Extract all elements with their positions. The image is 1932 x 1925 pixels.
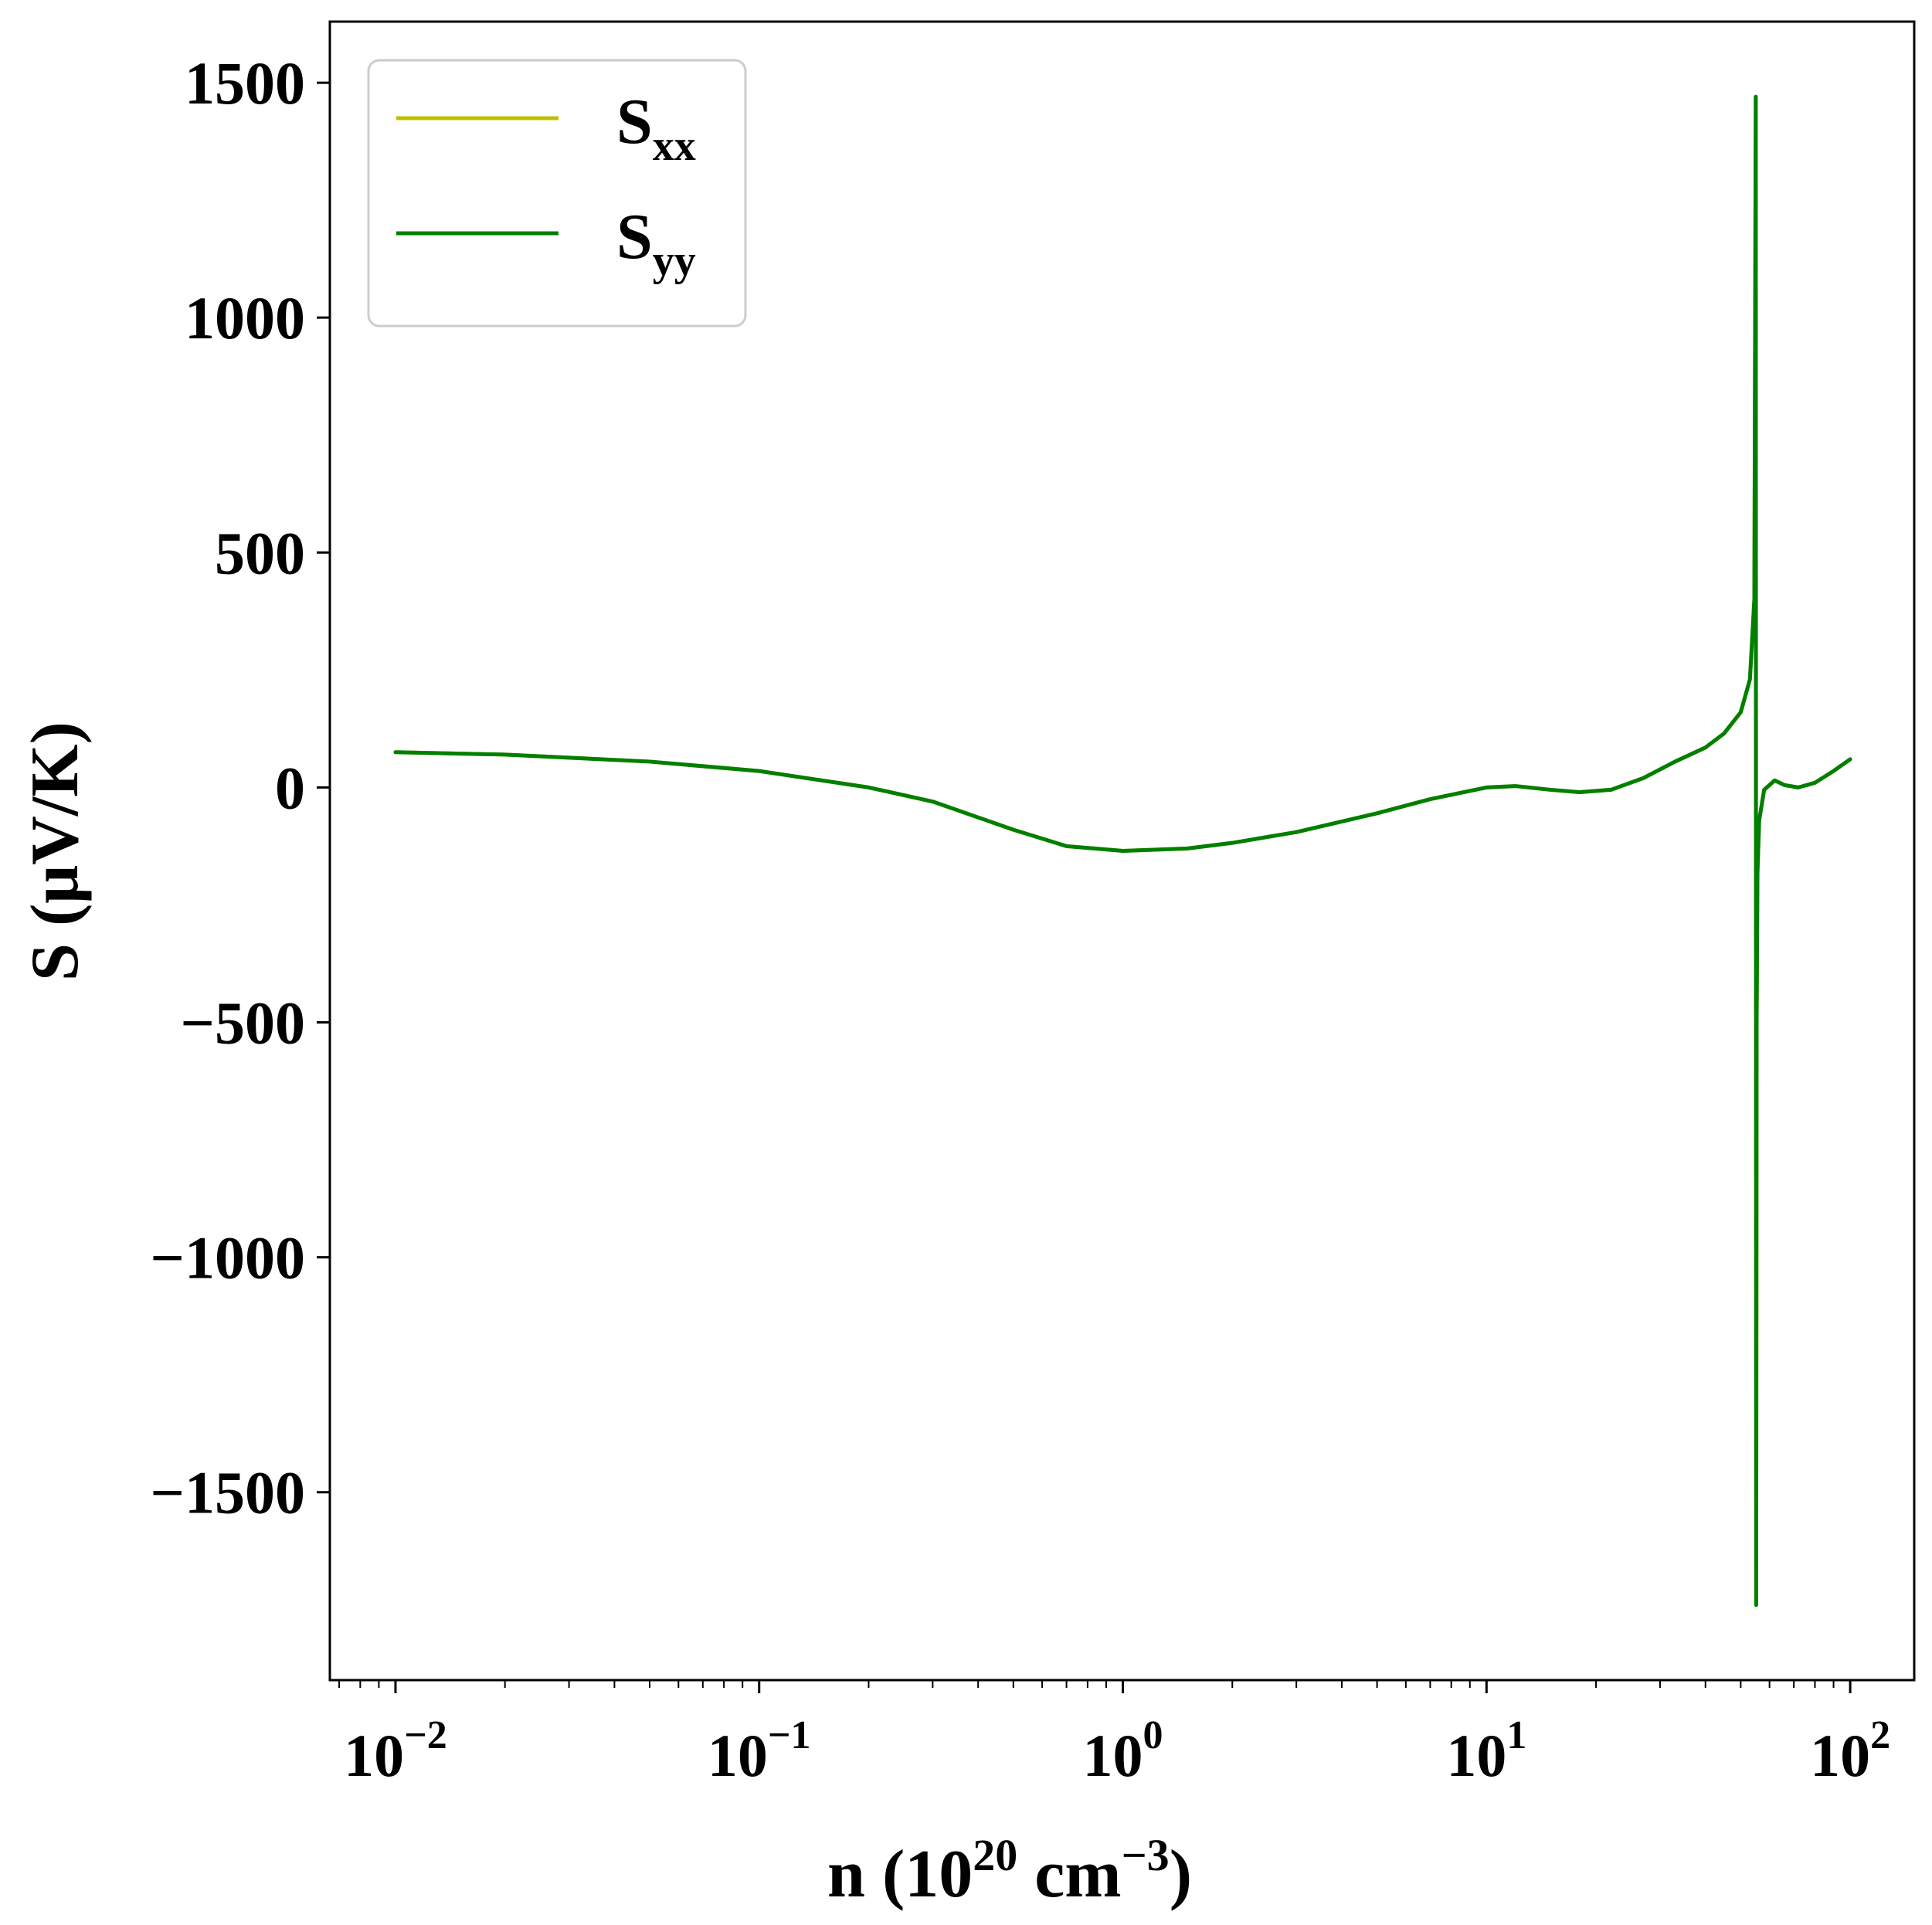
x-tick-label: 101: [1446, 1713, 1526, 1789]
y-tick-label: 1000: [185, 284, 305, 351]
x-axis-label-sup1: 20: [973, 1830, 1017, 1880]
x-tick-label: 10−2: [344, 1713, 447, 1789]
legend-box: [367, 59, 747, 328]
y-tick-label: 500: [215, 519, 305, 586]
y-tick-label: −1500: [151, 1459, 305, 1526]
x-axis-ticks: 10−2 10−1 100 101 102: [338, 1680, 1890, 1789]
x-axis-label-sup2: −3: [1122, 1830, 1170, 1880]
x-tick-label: 100: [1083, 1713, 1163, 1789]
y-tick-label: 1500: [185, 49, 305, 117]
y-tick-label: −500: [181, 989, 305, 1056]
legend: Sxx Syy: [367, 59, 747, 328]
x-tick-label: 10−1: [708, 1713, 811, 1789]
x-axis-label: n (1020 cm−3): [827, 1830, 1192, 1912]
plot-series-group: [393, 94, 1852, 1608]
y-axis-ticks: 1500 1000 500 0 −500 −1000 −1500: [151, 49, 330, 1526]
y-tick-label: −1000: [151, 1224, 305, 1292]
series-line-s-yy: [393, 94, 1852, 1608]
x-axis-label-mid: cm: [1017, 1837, 1121, 1912]
legend-label-syy: Syy: [616, 201, 696, 285]
y-tick-label: 0: [275, 754, 305, 821]
x-tick-label: 102: [1810, 1713, 1890, 1789]
x-axis-label-base: n (10: [827, 1837, 973, 1912]
x-axis-label-end: ): [1170, 1837, 1192, 1912]
legend-label-sxx: Sxx: [616, 86, 696, 170]
y-axis-label: S (μV/K): [18, 721, 93, 981]
